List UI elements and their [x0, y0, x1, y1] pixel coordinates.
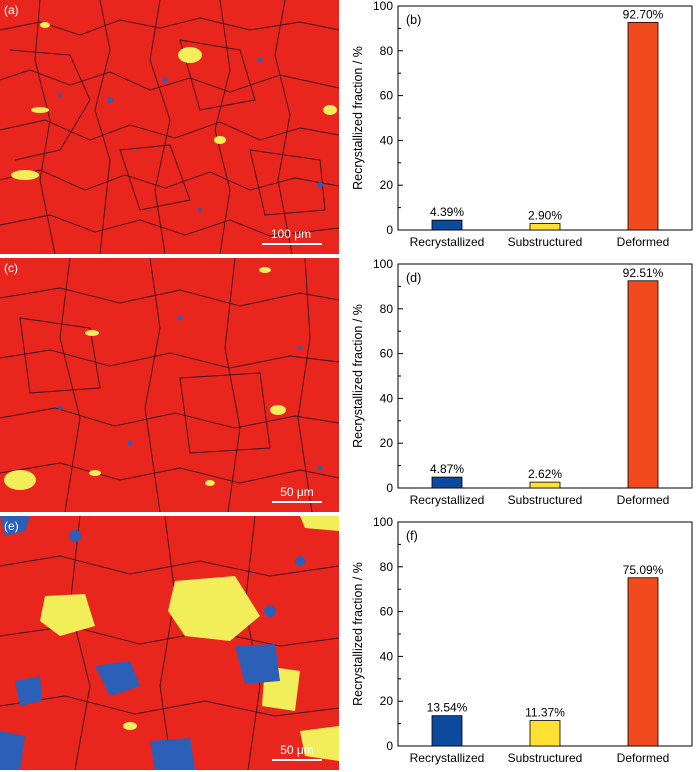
panel-label-c: (c): [4, 261, 18, 275]
data-label: 92.70%: [623, 7, 664, 21]
bar: [431, 715, 463, 747]
data-label: 75.09%: [623, 563, 664, 577]
x-tick-label: Substructured: [508, 493, 583, 507]
y-axis-label: Recrystallized fraction / %: [351, 562, 365, 706]
y-tick-label: 20: [380, 436, 394, 450]
x-tick-label: Deformed: [617, 493, 670, 507]
panel-label-a: (a): [4, 3, 19, 17]
x-tick-label: Deformed: [617, 235, 670, 249]
x-tick-label: Recrystallized: [410, 493, 485, 507]
grain-boundaries: [0, 258, 339, 512]
y-tick-label: 100: [373, 257, 393, 271]
ebsd-map-a: 100 μm (a): [0, 0, 339, 254]
grain-boundaries: [0, 0, 339, 254]
substructured-grains: [40, 516, 339, 761]
y-tick-label: 100: [373, 0, 393, 13]
data-label: 4.87%: [430, 462, 464, 476]
bar-chart-f: 0 20 40 60 80 100 Recrystallized fraction / % 1…: [340, 515, 700, 772]
map-background: [0, 258, 339, 512]
bar: [529, 720, 561, 747]
map-background: [0, 516, 339, 770]
data-label: 4.39%: [430, 205, 464, 219]
recrystallized-grains: [58, 57, 323, 212]
bar-chart-d: 0 20 40 60 80 100 Recrystallized fraction / % 4…: [340, 257, 700, 514]
y-tick-label: 100: [373, 515, 393, 529]
data-label: 13.54%: [427, 701, 468, 715]
recrystallized-grains: [0, 516, 305, 770]
y-tick-label: 60: [380, 347, 394, 361]
bar: [627, 577, 659, 747]
ebsd-map-c: 50 μm (c): [0, 258, 339, 512]
y-tick-label: 60: [380, 89, 394, 103]
map-background: [0, 0, 339, 254]
y-tick-label: 40: [380, 391, 394, 405]
y-axis-label: Recrystallized fraction / %: [351, 304, 365, 448]
y-tick-label: 40: [380, 133, 394, 147]
y-tick-label: 0: [386, 739, 393, 753]
y-tick-label: 60: [380, 605, 394, 619]
recrystallized-grains: [58, 315, 323, 471]
y-tick-label: 80: [380, 560, 394, 574]
scale-bar-label: 100 μm: [271, 227, 311, 241]
scale-bar-label: 50 μm: [280, 743, 314, 757]
substructured-grains: [11, 22, 337, 180]
panel-label-e: (e): [4, 519, 19, 533]
x-tick-label: Substructured: [508, 235, 583, 249]
bar-chart-b: 0 20 40 60 80 100 Recrystallized fraction / % 4…: [340, 0, 700, 256]
y-tick-label: 0: [386, 481, 393, 495]
panel-label: (f): [406, 529, 418, 543]
bar: [431, 219, 463, 231]
data-label: 92.51%: [623, 266, 664, 280]
y-tick-label: 20: [380, 694, 394, 708]
bar: [431, 476, 463, 489]
scale-bar-label: 50 μm: [280, 485, 314, 499]
x-tick-label: Substructured: [508, 751, 583, 765]
y-axis-label: Recrystallized fraction / %: [351, 46, 365, 190]
bar: [627, 280, 659, 489]
bar: [627, 21, 659, 231]
panel-label: (b): [406, 13, 421, 27]
data-label: 11.37%: [525, 706, 565, 720]
y-tick-label: 40: [380, 649, 394, 663]
substructured-grains: [4, 267, 286, 490]
x-tick-label: Recrystallized: [410, 235, 485, 249]
y-tick-label: 20: [380, 178, 394, 192]
ebsd-map-e: 50 μm (e): [0, 516, 339, 770]
data-label: 2.90%: [528, 209, 562, 223]
y-tick-label: 80: [380, 302, 394, 316]
data-label: 2.62%: [528, 467, 562, 481]
panel-label: (d): [406, 271, 421, 285]
x-tick-label: Recrystallized: [410, 751, 485, 765]
y-tick-label: 0: [386, 223, 393, 237]
bar: [529, 223, 561, 231]
bar: [529, 481, 561, 489]
y-tick-label: 80: [380, 44, 394, 58]
x-tick-label: Deformed: [617, 751, 670, 765]
